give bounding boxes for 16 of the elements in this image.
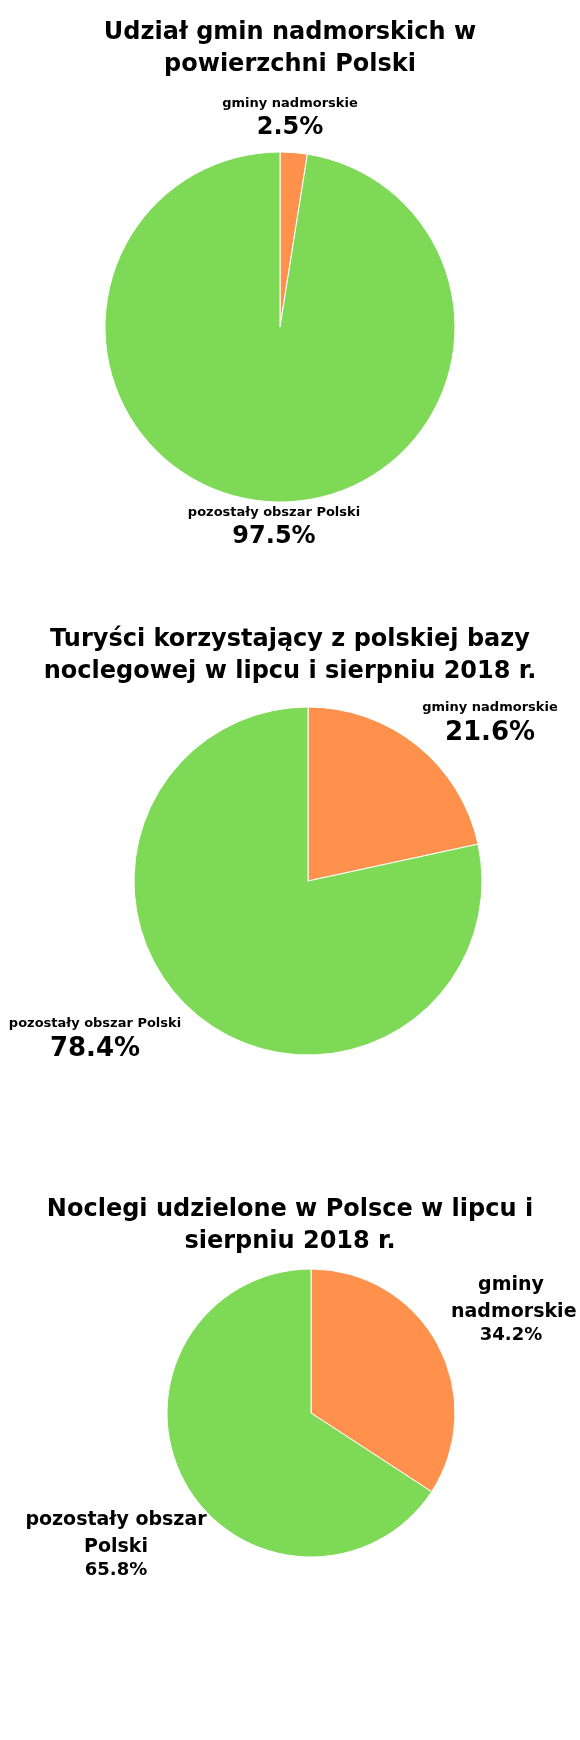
chart-title: Turyści korzystający z polskiej bazy noclegowej w lipcu i sierpniu 2018 r. bbox=[42, 623, 538, 686]
data-label: 2.5% bbox=[255, 112, 325, 141]
slice-label: gminy nadmorskie bbox=[451, 1271, 577, 1323]
slice-label: gminy nadmorskie bbox=[221, 94, 359, 112]
slice-label: pozostały obszar Polski bbox=[7, 1014, 183, 1032]
data-label: 78.4% bbox=[48, 1032, 142, 1064]
data-label: 34.2% bbox=[478, 1323, 544, 1345]
chart-title: Noclegi udzielone w Polsce w lipcu i sierpniu 2018 r. bbox=[45, 1193, 535, 1256]
slice-label: pozostały obszar Polski bbox=[24, 1506, 208, 1558]
slice-label: gminy nadmorskie bbox=[421, 698, 559, 716]
chart-title: Udział gmin nadmorskich w powierzchni Polski bbox=[102, 16, 478, 79]
data-label: 21.6% bbox=[443, 716, 537, 748]
slice-label: pozostały obszar Polski bbox=[186, 503, 362, 521]
data-label: 97.5% bbox=[231, 521, 317, 550]
pie-slice bbox=[104, 151, 456, 503]
data-label: 65.8% bbox=[83, 1558, 149, 1580]
